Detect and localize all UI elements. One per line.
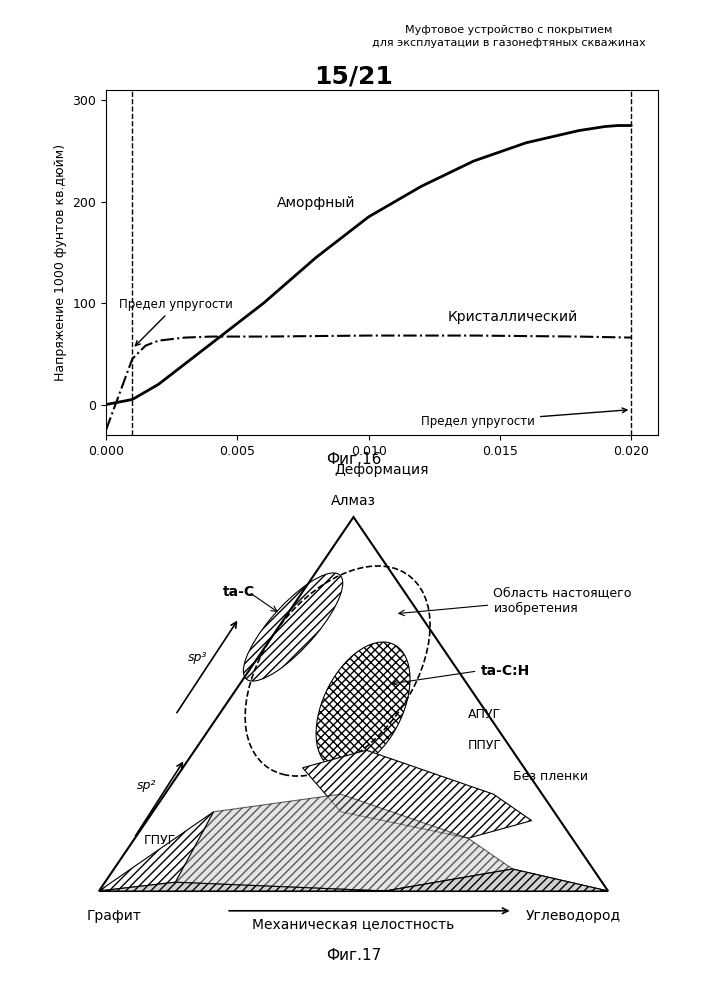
Text: Кристаллический: Кристаллический	[448, 310, 578, 324]
Polygon shape	[99, 812, 214, 891]
Text: АПУГ: АПУГ	[468, 708, 501, 722]
Polygon shape	[303, 750, 532, 838]
Polygon shape	[99, 869, 608, 891]
Text: Фиг.16: Фиг.16	[326, 452, 381, 467]
Text: Углеводород: Углеводород	[525, 909, 621, 923]
Polygon shape	[385, 869, 608, 891]
Text: Предел упругости: Предел упругости	[421, 408, 627, 428]
Text: ГПУГ: ГПУГ	[144, 834, 176, 847]
Text: Фиг.17: Фиг.17	[326, 948, 381, 963]
Polygon shape	[175, 794, 513, 891]
Text: Аморфный: Аморфный	[277, 196, 356, 210]
Text: Область настоящего
изобретения: Область настоящего изобретения	[493, 587, 632, 615]
Y-axis label: Напряжение 1000 фунтов кв.дюйм): Напряжение 1000 фунтов кв.дюйм)	[54, 144, 67, 381]
Text: Алмаз: Алмаз	[331, 494, 376, 508]
Text: Предел упругости: Предел упругости	[119, 298, 233, 346]
Text: 15/21: 15/21	[314, 65, 393, 89]
Text: Механическая целостность: Механическая целостность	[252, 917, 455, 931]
Text: ta-C:H: ta-C:H	[481, 664, 530, 678]
Text: для эксплуатации в газонефтяных скважинах: для эксплуатации в газонефтяных скважина…	[372, 38, 646, 48]
Text: Графит: Графит	[86, 909, 141, 923]
Text: Без пленки: Без пленки	[513, 770, 588, 783]
X-axis label: Деформация: Деформация	[334, 463, 429, 477]
Text: ta-C: ta-C	[223, 585, 255, 599]
Text: sp²: sp²	[137, 779, 156, 792]
Text: sp³: sp³	[188, 651, 207, 664]
Text: ППУГ: ППУГ	[468, 739, 502, 752]
Text: Муфтовое устройство с покрытием: Муфтовое устройство с покрытием	[405, 25, 613, 35]
